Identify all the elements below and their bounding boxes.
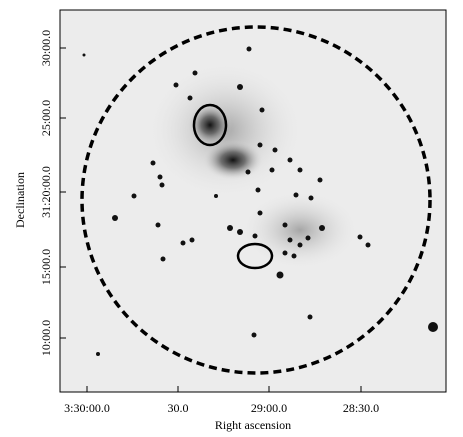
y-tick-label: 25:00.0 [39, 100, 53, 136]
x-tick-label: 3:30:00.0 [64, 401, 110, 415]
x-tick-label: 29:00.0 [251, 401, 287, 415]
y-tick-label: 10:00.0 [39, 320, 53, 356]
y-tick-label: 31:20:00.0 [39, 166, 53, 218]
y-tick-label: 30:00.0 [39, 30, 53, 66]
sky-image [59, 9, 447, 393]
x-axis-label: Right ascension [215, 418, 291, 432]
y-axis-label: Declination [13, 172, 27, 228]
y-tick-label: 15:00.0 [39, 249, 53, 285]
x-tick-label: 30.0 [168, 401, 189, 415]
x-tick-label: 28:30.0 [343, 401, 379, 415]
